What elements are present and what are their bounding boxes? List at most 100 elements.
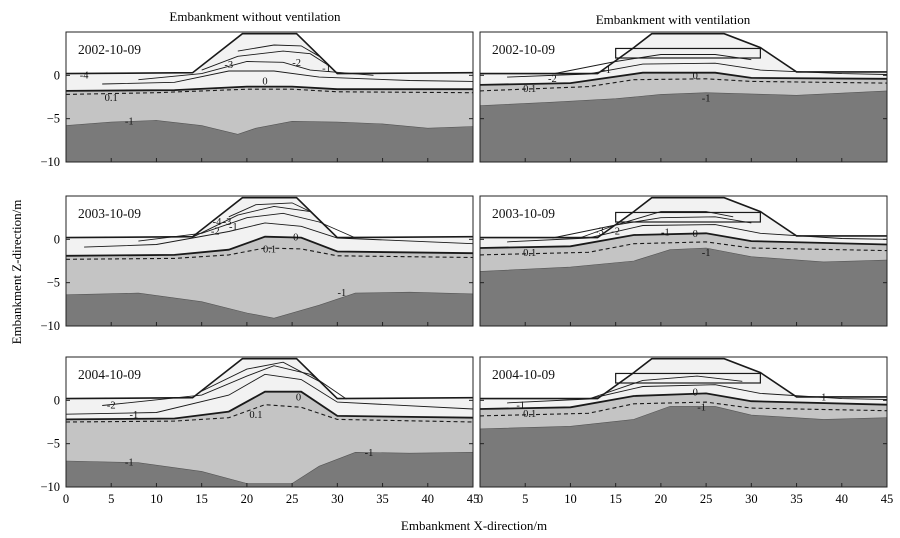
y-tick-label: −5 (47, 276, 60, 290)
ventilation-duct-layer (615, 47, 761, 59)
contour-label: -1 (322, 63, 331, 74)
contour-label: 0.1 (105, 93, 118, 104)
isoline-1 (480, 406, 887, 430)
contour-area (480, 357, 887, 487)
ventilation-duct-layer (615, 211, 761, 223)
y-tick-label: −10 (40, 319, 60, 333)
contour-label: -1 (365, 448, 374, 459)
x-tick-label: 20 (241, 492, 254, 506)
contour-label: -1 (702, 94, 711, 105)
isoline-3 (66, 235, 473, 257)
isoline-3 (66, 390, 473, 421)
embankment-outline (480, 32, 887, 75)
x-tick-label: 35 (376, 492, 389, 506)
x-tick-label: 15 (609, 492, 622, 506)
x-tick-label: 0 (477, 492, 483, 506)
y-tick-label: 0 (54, 68, 60, 82)
panel-with-ventilation-2003: -3 -2 -1 0 0.1 -1 2003-10-09 (479, 195, 888, 327)
isoline-5 (138, 61, 374, 81)
date-label: 2002-10-09 (78, 42, 141, 57)
x-tick-label: 0 (63, 492, 69, 506)
contour-label: -1 (337, 288, 346, 299)
column-title-without-ventilation: Embankment without ventilation (169, 9, 341, 24)
contour-label: 0 (262, 76, 267, 87)
date-label: 2003-10-09 (78, 206, 141, 221)
isoline-7 (228, 202, 311, 218)
frozen-deep-region (480, 248, 887, 326)
x-tick-label: 10 (150, 492, 163, 506)
contour-area (66, 196, 473, 326)
x-tick-label: 45 (881, 492, 894, 506)
column-title-with-ventilation: Embankment with ventilation (596, 12, 751, 27)
date-label: 2002-10-09 (492, 42, 555, 57)
isoline-1 (480, 90, 887, 106)
embankment-outline (66, 32, 473, 75)
contour-label: -2 (292, 58, 301, 69)
isoline-5 (552, 216, 752, 239)
isoline-3 (480, 392, 887, 410)
plot-frame (479, 356, 888, 488)
y-tick-label: −10 (40, 480, 60, 494)
contour-label: 0.1 (523, 84, 536, 95)
contour-area (66, 32, 473, 162)
contour-label: -4 (80, 70, 89, 81)
date-label: 2004-10-09 (492, 367, 555, 382)
contour-label: -1 (125, 458, 134, 469)
x-tick-label: 5 (108, 492, 114, 506)
contour-label: -1 (516, 401, 525, 412)
embankment-outline (480, 357, 887, 400)
panel-grid: -4 -3 -2 -1 0 0.1 -1 2002-10-09 0 −5 −10 -2 -1 0 0.1 -1… (40, 31, 894, 506)
contour-label: 0.1 (263, 245, 276, 256)
contour-area (480, 196, 887, 326)
x-tick-label: 35 (790, 492, 803, 506)
contour-label: -1 (702, 248, 711, 259)
contour-label: 0.1 (523, 248, 536, 259)
isoline-5 (552, 54, 752, 75)
isoline-2 (480, 241, 887, 256)
x-axis-label: Embankment X-direction/m (401, 518, 547, 533)
x-tick-label: 30 (745, 492, 758, 506)
frozen-deep-region (66, 452, 473, 487)
contour-label: 0 (296, 393, 301, 404)
x-tick-label: 45 (467, 492, 480, 506)
isoline-1 (480, 247, 887, 272)
isoline-4 (102, 70, 473, 85)
y-tick-label: 0 (54, 232, 60, 246)
isoline-3 (480, 232, 887, 249)
isoline-2 (480, 78, 887, 92)
contour-label: -2 (611, 227, 620, 238)
frozen-deep-region (66, 120, 473, 162)
isoline-6 (201, 361, 320, 392)
isoline-2 (480, 401, 887, 417)
contour-label: 0 (693, 388, 698, 399)
embankment-outline (66, 357, 473, 400)
x-tick-label: 40 (422, 492, 435, 506)
isoline-6 (579, 211, 734, 239)
isoline-1 (66, 120, 473, 135)
isoline-2 (66, 88, 473, 95)
contour-label: 1 (821, 393, 826, 404)
frozen-deep-region (480, 90, 887, 162)
plot-frame (479, 31, 888, 163)
plot-frame (65, 195, 474, 327)
contour-label: 0 (693, 229, 698, 240)
isoline-3 (480, 71, 887, 86)
isoline-1 (66, 291, 473, 319)
y-tick-label: 0 (54, 393, 60, 407)
contour-label: 0 (293, 233, 298, 244)
contour-label: -1 (602, 65, 611, 76)
contour-area (480, 32, 887, 162)
plot-frame (479, 195, 888, 327)
contour-label: -1 (229, 222, 238, 233)
contour-label: -2 (211, 227, 220, 238)
frozen-deep-region (480, 406, 887, 487)
panel-without-ventilation-2002: -4 -3 -2 -1 0 0.1 -1 2002-10-09 0 −5 −10 (40, 31, 474, 169)
plot-frame (65, 356, 474, 488)
isoline-5 (588, 375, 743, 400)
contour-label: -3 (224, 60, 233, 71)
isoline-6 (201, 50, 329, 71)
x-tick-label: 20 (655, 492, 668, 506)
plot-frame (65, 31, 474, 163)
